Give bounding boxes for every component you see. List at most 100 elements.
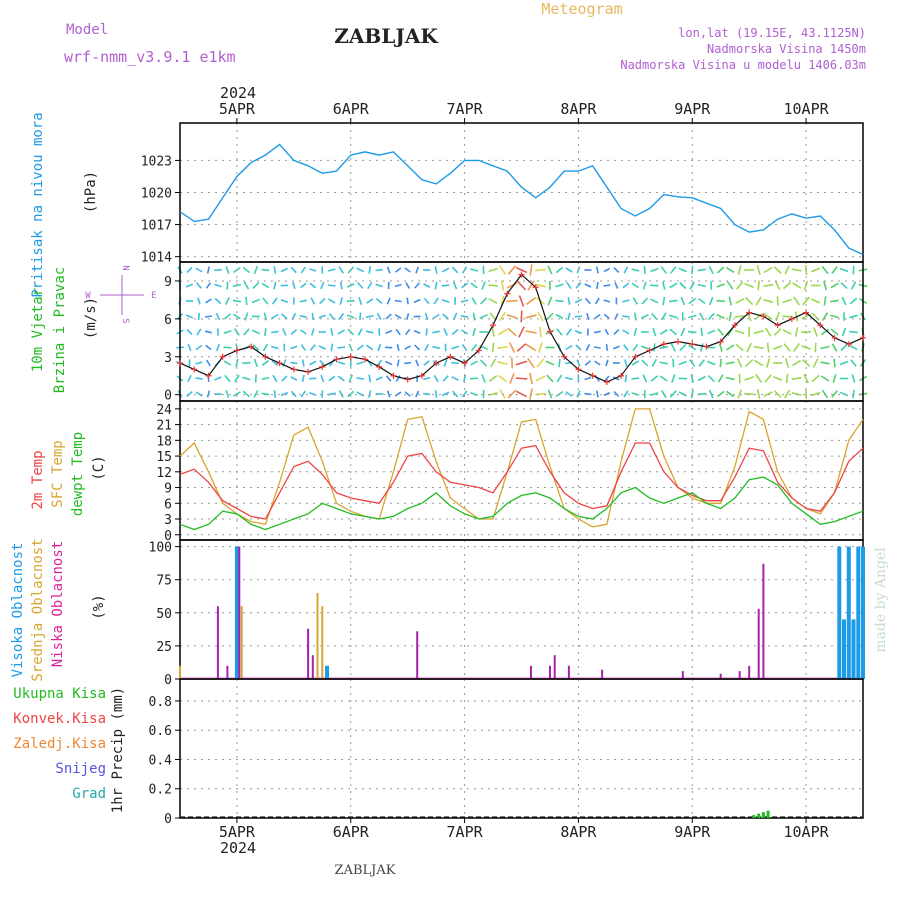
wind-arrow: [261, 360, 269, 366]
wind-arrow: [671, 374, 676, 383]
temp-ytick-label: 3: [164, 513, 172, 528]
wind-arrow: [497, 328, 508, 336]
wind-arrow: [525, 343, 537, 352]
wind-arrow: [386, 297, 391, 305]
wind-arrow: [584, 360, 592, 366]
wind-gust-marker: [546, 328, 553, 335]
wind-arrow: [309, 392, 317, 396]
wind-arrow: [765, 327, 772, 337]
wind-arrow: [653, 343, 656, 352]
wind-gust-marker: [618, 372, 625, 379]
wind-arrow: [224, 374, 231, 383]
t2m-line: [179, 442, 864, 520]
wind-arrow: [594, 313, 601, 320]
wind-arrow: [755, 374, 763, 383]
precip-bar: [766, 810, 770, 818]
wind-arrow: [348, 374, 354, 383]
wind-arrow: [262, 343, 269, 352]
wind-arrow: [215, 343, 221, 352]
wind-arrow: [614, 282, 619, 289]
wind-arrow: [244, 312, 249, 321]
wind-arrow: [716, 313, 725, 320]
wind-gust-marker: [305, 368, 312, 375]
wind-gust-marker: [205, 372, 212, 379]
bottom-date-label: 5APR: [219, 823, 256, 841]
wind-arrow: [394, 283, 402, 288]
compass-rose: N S W E: [85, 265, 156, 323]
wind-arrow: [461, 390, 468, 398]
low-cloud-bar: [762, 563, 765, 679]
low-cloud-bar: [567, 665, 570, 679]
low-cloud-bar: [226, 665, 229, 679]
temp-ytick-label: 24: [156, 403, 172, 418]
wind-arrow: [320, 374, 325, 383]
wind-arrow: [214, 283, 222, 288]
wind-arrow: [290, 345, 298, 350]
wind-arrow: [195, 267, 203, 273]
wind-arrow: [270, 330, 279, 334]
wind-arrow: [726, 390, 735, 398]
wind-arrow: [698, 312, 705, 321]
wind-arrow: [757, 280, 760, 291]
wind-arrow: [594, 375, 600, 382]
wind-arrow: [813, 327, 818, 337]
wind-arrow: [356, 361, 365, 365]
wind-arrow: [605, 359, 609, 367]
wind-arrow: [243, 328, 250, 336]
wind-arrow: [631, 282, 639, 289]
wind-arrow: [515, 377, 528, 380]
wind-arrow: [273, 281, 277, 290]
wind-arrow: [451, 376, 459, 381]
wind-arrow: [803, 280, 809, 291]
wind-arrow: [641, 359, 649, 367]
wind-arrow: [535, 268, 546, 272]
wind-arrow: [820, 345, 830, 350]
wind-arrow: [537, 311, 544, 322]
wind-gust-marker: [589, 372, 596, 379]
wind-arrow: [529, 388, 533, 400]
precip-legend-item: Zaledj.Kisa: [13, 736, 106, 752]
wind-arrow: [451, 390, 459, 398]
wind-arrow: [185, 283, 194, 288]
wind-arrow: [423, 283, 431, 288]
low-cloud-bar: [311, 655, 314, 679]
wind-arrow: [680, 327, 686, 337]
wind-arrow: [775, 311, 781, 322]
wind-arrow: [404, 361, 412, 365]
wind-gust-marker: [646, 347, 653, 354]
cloud-panel: 0 25 50 75 100: [149, 539, 865, 688]
wind-arrow: [565, 344, 573, 351]
wind-arrow: [480, 297, 488, 305]
wind-arrow: [650, 375, 659, 382]
bottom-date-label: 8APR: [560, 823, 597, 841]
wind-arrow: [678, 267, 688, 273]
wind-arrow: [377, 343, 382, 352]
wind-arrow: [506, 313, 518, 320]
wind-arrow: [839, 360, 849, 366]
wind-gust-marker: [447, 353, 454, 360]
wind-arrow: [404, 267, 411, 273]
wind-arrow: [708, 265, 714, 275]
wind-arrow: [633, 328, 638, 336]
temp-ytick-label: 6: [164, 497, 172, 512]
wind-arrow: [678, 391, 687, 397]
wind-arrow: [690, 374, 694, 383]
wind-arrow: [327, 284, 336, 287]
wind-arrow: [547, 296, 553, 306]
wind-arrow: [706, 360, 716, 366]
mid-cloud-bar: [179, 665, 181, 679]
wind-arrow: [261, 392, 270, 396]
wind-arrow: [603, 391, 611, 397]
page-title: ZABLJAK: [334, 24, 438, 48]
wind-arrow: [595, 266, 599, 274]
wind-arrow: [737, 389, 743, 399]
wind-arrow: [195, 377, 203, 380]
wind-arrow: [281, 313, 288, 320]
wind-gust-marker: [219, 353, 226, 360]
high-cloud-bar: [842, 619, 846, 679]
wind-arrow: [631, 377, 640, 380]
wind-arrow: [810, 391, 821, 397]
wind-arrow: [215, 312, 221, 321]
wind-arrow: [338, 390, 344, 398]
